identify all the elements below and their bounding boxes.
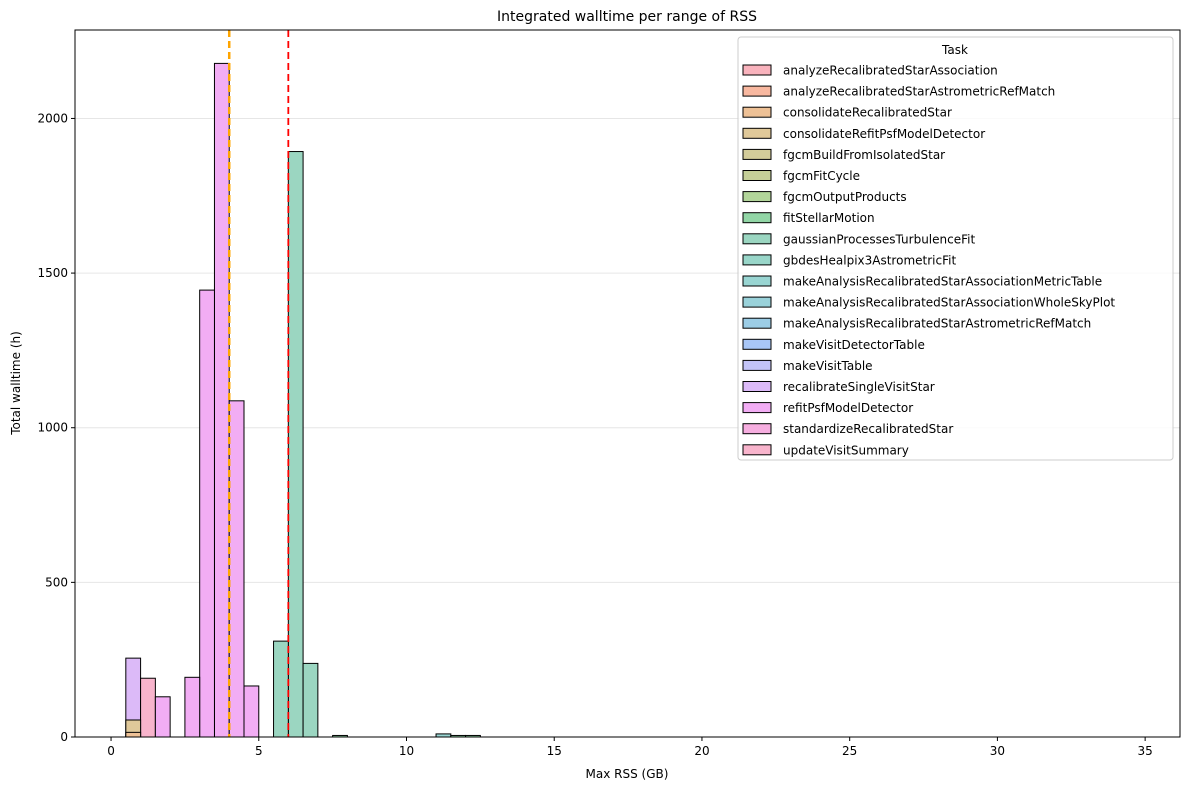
legend-label: analyzeRecalibratedStarAstrometricRefMat… bbox=[783, 85, 1055, 99]
y-axis-label: Total walltime (h) bbox=[9, 331, 23, 436]
legend-swatch bbox=[742, 444, 772, 456]
y-tick-label: 2000 bbox=[37, 111, 68, 125]
legend-swatch bbox=[742, 191, 772, 203]
legend-swatch bbox=[742, 275, 772, 287]
legend-label: refitPsfModelDetector bbox=[783, 401, 913, 415]
x-tick-label: 20 bbox=[694, 744, 709, 758]
legend-frame bbox=[737, 36, 1174, 461]
legend-label: fgcmFitCycle bbox=[783, 169, 860, 183]
x-axis-label: Max RSS (GB) bbox=[586, 767, 669, 781]
x-tick-label: 5 bbox=[255, 744, 263, 758]
bar-gaussianProcessesTurbulenceFit bbox=[273, 640, 289, 738]
bar-refitPsfModelDetector bbox=[184, 676, 201, 738]
legend-swatch bbox=[742, 296, 772, 308]
x-tick-label: 35 bbox=[1137, 744, 1152, 758]
x-tick-label: 0 bbox=[107, 744, 115, 758]
legend-label: fgcmBuildFromIsolatedStar bbox=[783, 148, 945, 162]
legend-swatch bbox=[742, 127, 772, 139]
legend-swatch bbox=[742, 381, 772, 392]
y-tick-label: 500 bbox=[45, 575, 68, 589]
legend-swatch bbox=[742, 106, 772, 118]
legend-label: analyzeRecalibratedStarAssociation bbox=[783, 64, 998, 78]
bar-consolidateRecalibratedStar bbox=[125, 731, 142, 738]
y-tick-label: 1500 bbox=[37, 266, 68, 280]
legend-title: Task bbox=[941, 43, 968, 57]
legend-swatch bbox=[742, 233, 772, 245]
legend-label: makeVisitDetectorTable bbox=[783, 338, 925, 352]
legend-label: recalibrateSingleVisitStar bbox=[783, 380, 935, 394]
bar-gaussianProcessesTurbulenceFit bbox=[287, 151, 304, 738]
x-tick-label: 15 bbox=[547, 744, 562, 758]
x-tick-label: 10 bbox=[399, 744, 414, 758]
legend-swatch bbox=[742, 212, 772, 224]
legend-label: makeAnalysisRecalibratedStarAssociationW… bbox=[783, 296, 1115, 310]
legend-label: standardizeRecalibratedStar bbox=[783, 422, 953, 436]
plot-frame bbox=[74, 29, 1181, 738]
legend-label: consolidateRefitPsfModelDetector bbox=[783, 127, 985, 141]
legend-label: makeAnalysisRecalibratedStarAstrometricR… bbox=[783, 317, 1091, 331]
legend-swatch bbox=[742, 148, 772, 160]
legend-label: gbdesHealpix3AstrometricFit bbox=[783, 253, 956, 267]
bar-refitPsfModelDetector bbox=[199, 289, 215, 738]
x-tick-label: 30 bbox=[990, 744, 1005, 758]
bar-gaussianProcessesTurbulenceFit bbox=[302, 662, 319, 738]
x-tick-label: 25 bbox=[842, 744, 857, 758]
legend-label: makeAnalysisRecalibratedStarAssociationM… bbox=[783, 275, 1102, 289]
legend-label: makeVisitTable bbox=[783, 359, 873, 373]
legend-label: consolidateRecalibratedStar bbox=[783, 106, 952, 120]
bar-updateVisitSummary bbox=[140, 677, 156, 738]
chart-title: Integrated walltime per range of RSS bbox=[497, 9, 757, 25]
legend-swatch bbox=[742, 64, 772, 76]
legend-swatch bbox=[742, 170, 772, 181]
legend-swatch bbox=[742, 254, 772, 266]
legend-swatch bbox=[742, 85, 772, 97]
legend-label: fitStellarMotion bbox=[783, 211, 875, 225]
bar-refitPsfModelDetector bbox=[213, 62, 230, 738]
bar-refitPsfModelDetector bbox=[154, 696, 171, 738]
legend-label: fgcmOutputProducts bbox=[783, 190, 907, 204]
legend-swatch bbox=[742, 338, 772, 350]
legend-swatch bbox=[742, 423, 772, 435]
y-tick-label: 0 bbox=[60, 730, 68, 744]
legend: Task analyzeRecalibratedStarAssociation a… bbox=[737, 36, 1174, 461]
legend-label: updateVisitSummary bbox=[783, 443, 909, 457]
y-tick-label: 1000 bbox=[37, 421, 68, 435]
legend-swatch bbox=[742, 402, 772, 414]
legend-swatch bbox=[742, 359, 772, 371]
bar-refitPsfModelDetector bbox=[228, 400, 245, 738]
legend-label: gaussianProcessesTurbulenceFit bbox=[783, 232, 975, 246]
bar-refitPsfModelDetector bbox=[243, 685, 260, 738]
legend-swatch bbox=[742, 317, 772, 329]
